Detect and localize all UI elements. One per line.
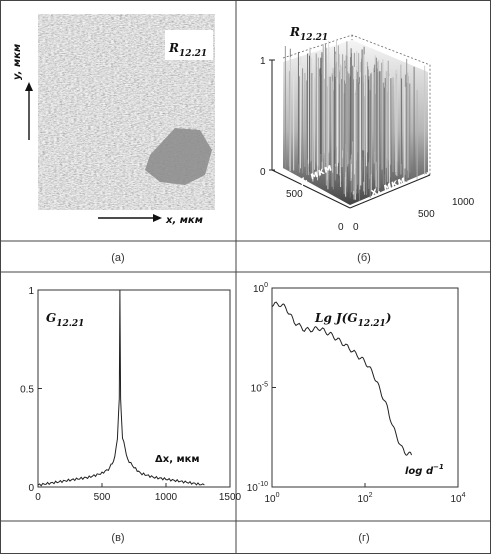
panel-b: R12.21 1 0 y, мкм x, мкм 500 0 0 500 100…: [260, 25, 475, 264]
panel-b-label: R12.21: [289, 25, 328, 43]
panel-a-label: R12.21: [168, 41, 207, 59]
panel-d-ytick-label: 10-10: [247, 481, 268, 494]
panel-c-xtick-label: 500: [94, 492, 111, 503]
panel-d-x-label: log d−1: [405, 463, 444, 477]
panel-d-xtick-label: 102: [357, 492, 372, 505]
panel-d-ytick-label: 10-5: [251, 382, 268, 395]
panel-b-x-tick-0: 0: [353, 222, 359, 233]
panel-d-series-line: [271, 301, 412, 456]
panel-c-label: G12.21: [46, 311, 84, 329]
panel-c-xtick-label: 1500: [219, 492, 242, 503]
panel-c-ytick-label: 0.5: [20, 385, 34, 396]
panel-a-label-box: [165, 30, 213, 60]
panel-c-xtick-label: 1000: [155, 492, 178, 503]
panel-d-ytick-label: 100: [253, 282, 268, 295]
panel-b-caption: (б): [357, 252, 371, 264]
panel-a: R12.21 y, мкм x, мкм (а): [12, 14, 215, 264]
panel-b-x-tick-500: 500: [418, 209, 435, 220]
panel-b-y-tick-0: 0: [338, 222, 344, 233]
panel-b-axes: [269, 59, 431, 209]
panel-b-spikes: [284, 39, 426, 202]
panel-a-caption: (а): [111, 252, 124, 264]
panel-a-x-arrowhead: [153, 214, 162, 222]
panel-d-xtick-label: 104: [450, 492, 465, 505]
panel-b-x-tick-1000: 1000: [452, 197, 475, 208]
panel-c-caption: (в): [111, 532, 124, 544]
panel-d-axes-box: [271, 287, 459, 488]
panel-d-xtick-label: 100: [264, 492, 279, 505]
panel-c-ytick-label: 1: [28, 286, 34, 297]
panel-d-ticks: 100 102 104 100 10-5 10-10: [247, 282, 466, 505]
panel-b-y-tick-500: 500: [286, 189, 303, 200]
panel-c-series-line: [37, 289, 205, 487]
panel-c-ytick-label: 0: [28, 483, 34, 494]
panel-d-label: Lg J(G12.21): [314, 311, 391, 329]
panel-c: 0 500 1000 1500 0 0.5 1 G12.21 Δx, мкм (в): [20, 286, 241, 544]
panel-d-caption: (г): [358, 532, 369, 544]
panel-c-ticks: 0 500 1000 1500 0 0.5 1: [20, 286, 241, 503]
panel-c-x-label: Δx, мкм: [155, 454, 200, 465]
panel-c-xtick-label: 0: [35, 492, 41, 503]
panel-d: 100 102 104 100 10-5 10-10 Lg J(G12.21) log d…: [247, 282, 466, 544]
panel-a-y-arrowhead: [25, 82, 33, 91]
panel-b-z-tick-0: 0: [260, 167, 266, 178]
panel-b-z-tick-1: 1: [260, 56, 266, 67]
panel-a-y-label: y, мкм: [12, 44, 23, 80]
panel-a-flat-region: [145, 128, 212, 185]
panel-a-x-label: x, мкм: [165, 215, 203, 226]
